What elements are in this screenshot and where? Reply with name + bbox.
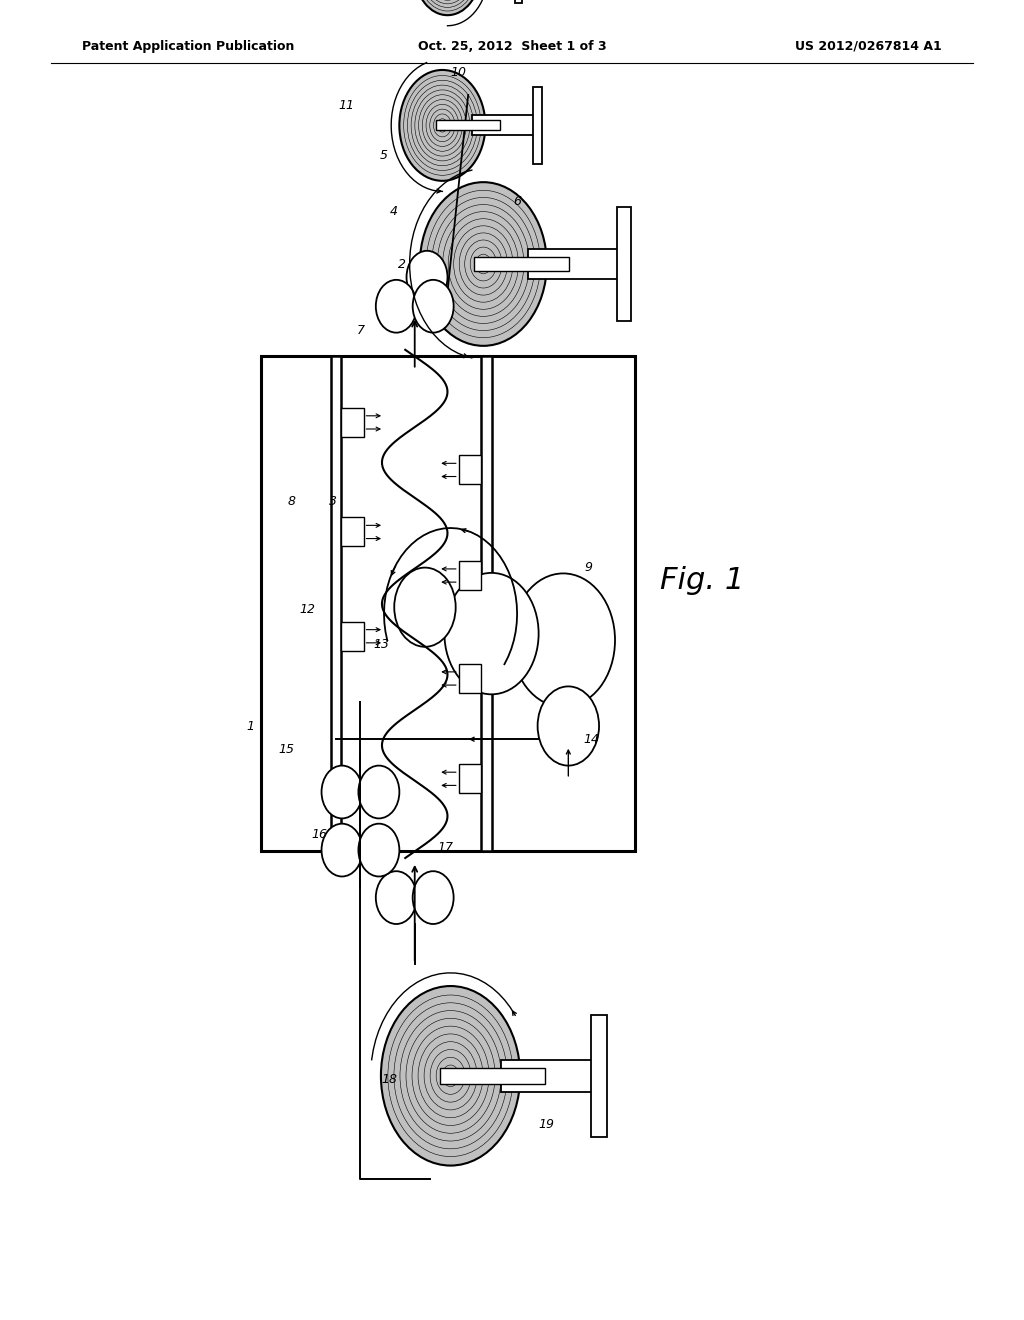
Circle shape bbox=[322, 824, 362, 876]
Bar bbox=[261, 356, 635, 851]
Text: 9: 9 bbox=[585, 561, 593, 574]
Bar bbox=[515, 0, 522, 3]
Bar bbox=[532, 87, 542, 164]
Bar bbox=[341, 408, 364, 437]
Circle shape bbox=[399, 70, 485, 181]
Text: 1: 1 bbox=[247, 719, 255, 733]
Text: US 2012/0267814 A1: US 2012/0267814 A1 bbox=[796, 40, 942, 53]
Text: 16: 16 bbox=[311, 828, 328, 841]
Circle shape bbox=[416, 0, 479, 15]
Text: 19: 19 bbox=[539, 1118, 555, 1131]
Bar bbox=[616, 207, 631, 321]
Bar bbox=[474, 256, 569, 272]
Circle shape bbox=[381, 986, 520, 1166]
Text: 13: 13 bbox=[373, 638, 389, 651]
Text: 12: 12 bbox=[299, 603, 315, 616]
Text: Patent Application Publication: Patent Application Publication bbox=[82, 40, 294, 53]
Circle shape bbox=[420, 182, 547, 346]
Bar bbox=[459, 561, 481, 590]
Circle shape bbox=[413, 280, 454, 333]
Text: 5: 5 bbox=[380, 149, 388, 162]
Bar bbox=[440, 1068, 545, 1084]
Circle shape bbox=[394, 568, 456, 647]
Bar bbox=[527, 249, 623, 279]
Bar bbox=[481, 356, 492, 851]
Text: 11: 11 bbox=[338, 99, 354, 112]
Text: 6: 6 bbox=[513, 195, 521, 209]
Circle shape bbox=[358, 824, 399, 876]
Bar bbox=[341, 517, 364, 546]
Bar bbox=[501, 1060, 598, 1092]
Bar bbox=[591, 1015, 606, 1137]
Circle shape bbox=[538, 686, 599, 766]
Text: Oct. 25, 2012  Sheet 1 of 3: Oct. 25, 2012 Sheet 1 of 3 bbox=[418, 40, 606, 53]
Text: 10: 10 bbox=[451, 66, 467, 79]
Text: Fig. 1: Fig. 1 bbox=[660, 566, 744, 595]
Text: 4: 4 bbox=[390, 205, 398, 218]
Text: 8: 8 bbox=[288, 495, 296, 508]
Text: 7: 7 bbox=[356, 323, 365, 337]
Circle shape bbox=[358, 766, 399, 818]
Text: 18: 18 bbox=[381, 1073, 397, 1086]
Bar bbox=[459, 455, 481, 484]
Bar bbox=[341, 622, 364, 651]
Text: 14: 14 bbox=[584, 733, 600, 746]
Circle shape bbox=[322, 766, 362, 818]
Circle shape bbox=[444, 573, 539, 694]
Text: 15: 15 bbox=[279, 743, 295, 756]
Circle shape bbox=[413, 871, 454, 924]
Circle shape bbox=[511, 573, 615, 708]
Bar bbox=[331, 356, 341, 851]
Bar bbox=[436, 120, 501, 131]
Circle shape bbox=[376, 280, 417, 333]
Circle shape bbox=[376, 871, 417, 924]
Text: 17: 17 bbox=[437, 841, 454, 854]
Bar bbox=[472, 115, 537, 136]
Text: 3: 3 bbox=[329, 495, 337, 508]
Bar bbox=[459, 764, 481, 793]
Circle shape bbox=[407, 251, 447, 304]
Text: 2: 2 bbox=[398, 257, 407, 271]
Bar bbox=[459, 664, 481, 693]
